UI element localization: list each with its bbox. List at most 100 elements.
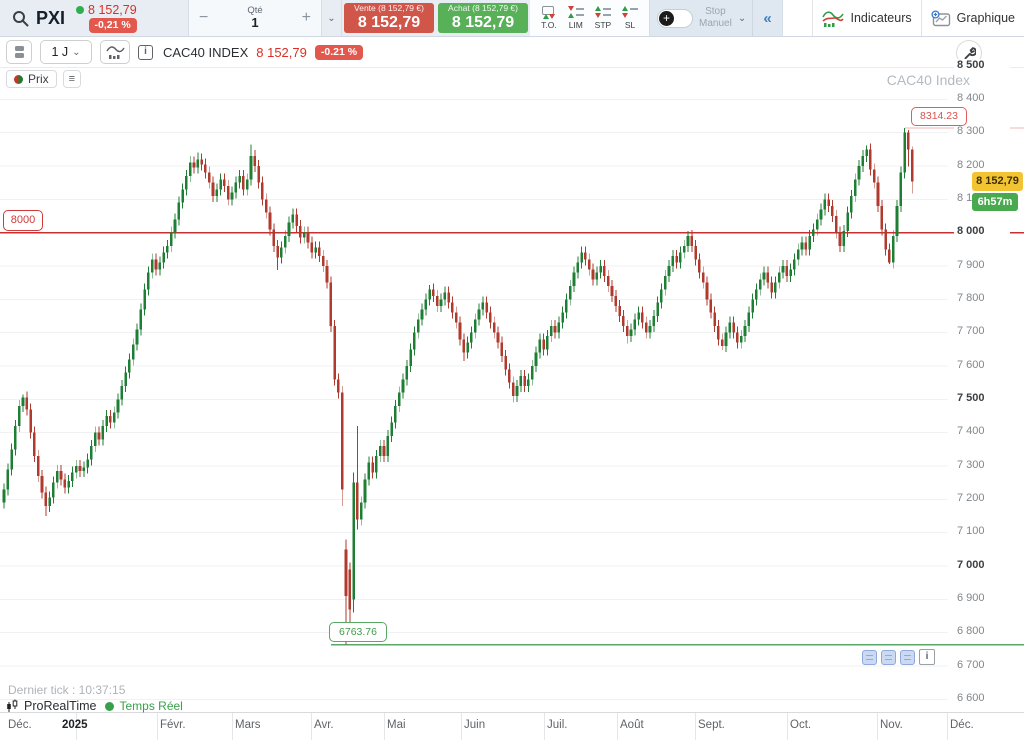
- event-marker-icon[interactable]: [862, 649, 877, 665]
- x-axis[interactable]: Déc. 2025 Févr. Mars Avr. Mai Juin Juil. Août Sep…: [0, 712, 1024, 740]
- quantity-field[interactable]: Qté 1: [247, 5, 262, 31]
- instrument-change-badge: -0.21 %: [314, 44, 364, 60]
- y-axis-label: 7 500: [954, 391, 1010, 404]
- y-axis-label: 7 400: [954, 425, 1010, 438]
- y-axis-label: 8 000: [954, 225, 1010, 238]
- symbol-ticker: PXI: [36, 7, 66, 28]
- order-type-toolbar: T.O. LIM STP SL: [530, 0, 650, 36]
- month-tick: [787, 713, 788, 740]
- sell-sub-label: Vente (8 152,79 €): [354, 2, 424, 13]
- buy-button[interactable]: Achat (8 152,79 €) 8 152,79: [438, 3, 528, 33]
- price-series-chip[interactable]: Prix: [6, 70, 57, 88]
- y-axis-label: 7 100: [954, 525, 1010, 538]
- session-high-label: 8314.23: [911, 107, 967, 126]
- month-tick: [311, 713, 312, 740]
- change-badge: -0,21 %: [88, 18, 137, 33]
- x-axis-label: Nov.: [880, 719, 903, 731]
- timeframe-button[interactable]: 1 J ⌄: [40, 40, 92, 64]
- collapse-panel-button[interactable]: «: [752, 0, 782, 36]
- month-tick: [384, 713, 385, 740]
- instrument-price: 8 152,79: [256, 44, 307, 60]
- y-axis-label: 6 700: [954, 658, 1010, 671]
- qty-minus-button[interactable]: −: [199, 9, 209, 26]
- x-axis-label: Juin: [464, 719, 486, 731]
- x-axis-label: Juil.: [547, 719, 568, 731]
- graph-button[interactable]: Graphique: [920, 0, 1024, 36]
- y-axis-label: 7 900: [954, 258, 1010, 271]
- buy-sub-label: Achat (8 152,79 €): [448, 2, 518, 13]
- last-price: 8 152,79: [88, 3, 137, 17]
- order-type-sl[interactable]: SL: [622, 6, 639, 30]
- layout-button[interactable]: [6, 40, 32, 64]
- month-tick: [617, 713, 618, 740]
- x-axis-label: Août: [620, 719, 644, 731]
- sell-button[interactable]: Vente (8 152,79 €) 8 152,79: [344, 3, 434, 33]
- quantity-group: − Qté 1 +: [188, 0, 322, 36]
- chevron-down-icon[interactable]: ⌄: [737, 12, 747, 24]
- y-axis-label: 7 700: [954, 325, 1010, 338]
- qty-plus-button[interactable]: +: [301, 9, 311, 26]
- x-axis-label: Févr.: [160, 719, 186, 731]
- y-axis-label: 6 800: [954, 625, 1010, 638]
- chart-style-icon: [105, 45, 125, 59]
- last-price-badge: 8 152,79: [972, 172, 1023, 191]
- x-axis-label: 2025: [62, 719, 88, 731]
- info-box-icon[interactable]: i: [919, 649, 935, 665]
- realtime-dot: [105, 701, 115, 711]
- month-tick: [232, 713, 233, 740]
- search-icon[interactable]: [12, 10, 29, 27]
- stop-mode-group: + Stop Manuel ⌄: [650, 0, 752, 36]
- buy-price: 8 152,79: [451, 13, 515, 31]
- topbar-spacer: [782, 0, 813, 36]
- wrench-icon: [964, 47, 976, 60]
- y-axis-label: 8 500: [954, 58, 1010, 71]
- symbol-price-block: 8 152,79 -0,21 %: [76, 3, 137, 33]
- x-axis-label: Avr.: [314, 719, 334, 731]
- y-axis-label: 8 300: [954, 125, 1010, 138]
- x-axis-label: Sept.: [698, 719, 725, 731]
- indicators-button[interactable]: Indicateurs: [812, 0, 921, 36]
- qty-value: 1: [251, 15, 259, 31]
- x-axis-label: Mars: [235, 719, 261, 731]
- y-axis-label: 8 400: [954, 91, 1010, 104]
- stop-toggle[interactable]: +: [657, 8, 693, 28]
- qty-dropdown-chevron[interactable]: ⌄: [322, 0, 342, 36]
- list-icon: ≡: [68, 73, 76, 85]
- double-chevron-left-icon: «: [763, 9, 772, 27]
- plus-circle-icon: +: [659, 10, 674, 26]
- graph-icon: [931, 9, 950, 26]
- chart-watermark: CAC40 Index: [886, 72, 970, 88]
- series-list-button[interactable]: ≡: [62, 70, 82, 88]
- order-type-lim[interactable]: LIM: [567, 6, 584, 30]
- price-series-label: Prix: [28, 72, 49, 86]
- order-type-stp[interactable]: STP: [595, 6, 611, 30]
- month-tick: [461, 713, 462, 740]
- timeframe-value: 1 J: [51, 45, 69, 59]
- brand-label: ProRealTime: [24, 699, 97, 713]
- y-axis-label: 6 600: [954, 691, 1010, 704]
- horizontal-line-label[interactable]: 8000: [3, 210, 43, 231]
- session-low-label: 6763.76: [329, 622, 387, 642]
- x-axis-label: Déc.: [8, 719, 32, 731]
- chart-style-button[interactable]: [100, 40, 130, 64]
- candle-color-icon: [14, 74, 23, 84]
- event-marker-icon[interactable]: [881, 649, 896, 665]
- prorealtime-logo-icon: [7, 699, 18, 712]
- month-tick: [947, 713, 948, 740]
- stop-mode-label: Stop Manuel: [699, 6, 732, 29]
- symbol-section: PXI 8 152,79 -0,21 %: [0, 0, 188, 36]
- month-tick: [157, 713, 158, 740]
- graph-label: Graphique: [956, 11, 1015, 25]
- y-axis-label: 7 600: [954, 358, 1010, 371]
- instrument-name: CAC40 INDEX: [163, 44, 249, 60]
- candle-countdown-badge: 6h57m: [972, 193, 1018, 211]
- y-axis-label: 6 900: [954, 591, 1010, 604]
- month-tick: [76, 713, 77, 740]
- order-type-to[interactable]: T.O.: [541, 6, 557, 30]
- candlestick-chart[interactable]: [0, 68, 1024, 712]
- chevron-down-icon: ⌄: [327, 12, 336, 24]
- month-tick: [877, 713, 878, 740]
- event-marker-icon[interactable]: [900, 649, 915, 665]
- y-axis-label: 7 800: [954, 291, 1010, 304]
- instrument-info-icon[interactable]: i: [138, 44, 153, 60]
